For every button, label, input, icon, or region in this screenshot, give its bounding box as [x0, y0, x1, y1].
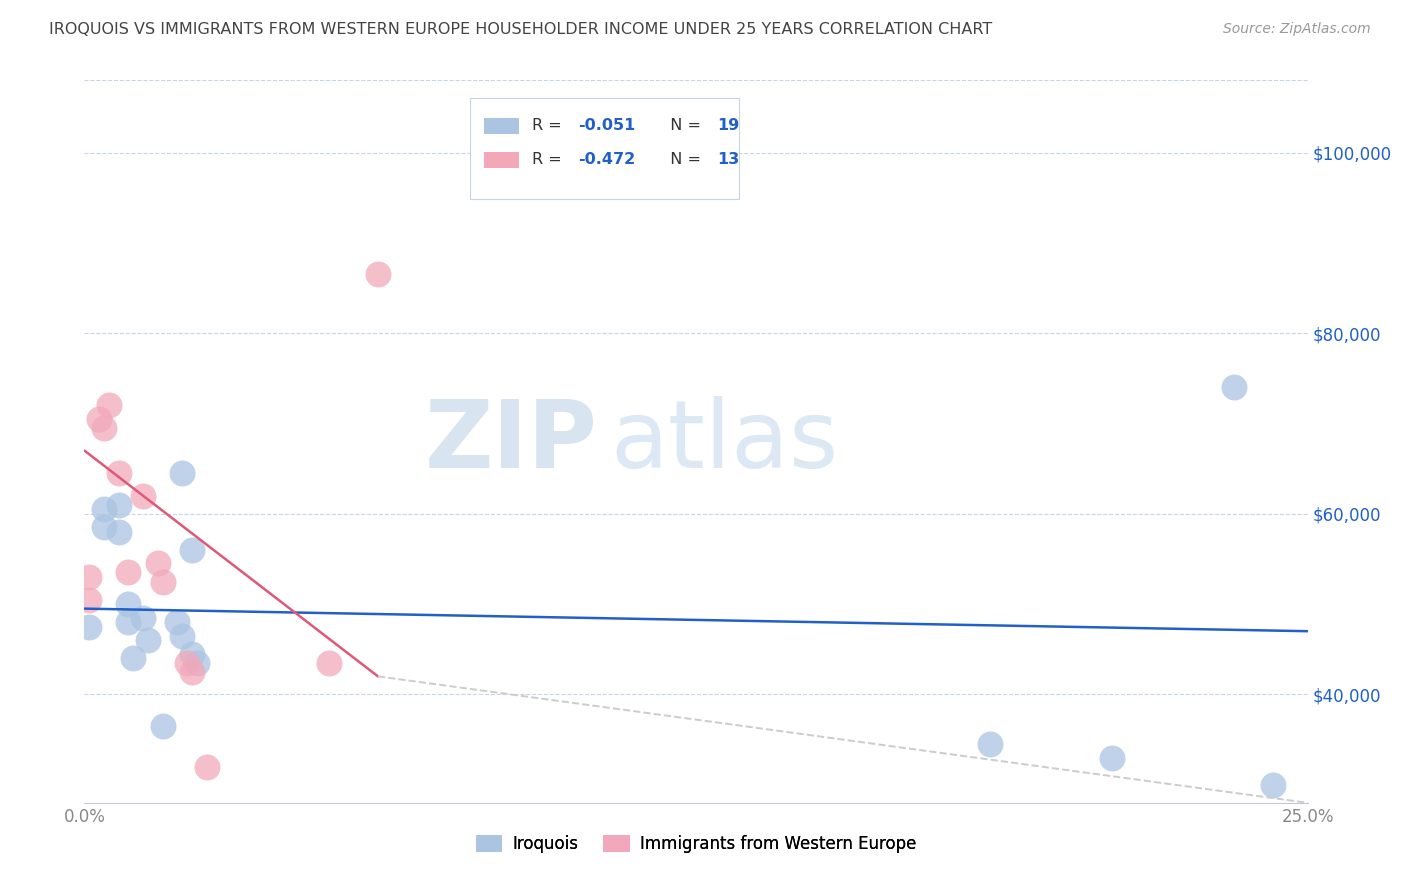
- Legend: Iroquois, Immigrants from Western Europe: Iroquois, Immigrants from Western Europe: [470, 828, 922, 860]
- Text: 13: 13: [717, 153, 740, 168]
- Text: R =: R =: [531, 153, 567, 168]
- Text: -0.051: -0.051: [578, 119, 636, 133]
- Point: [152, 574, 174, 589]
- Point: [979, 737, 1001, 751]
- Point: [93, 421, 115, 435]
- Text: ZIP: ZIP: [425, 395, 598, 488]
- Point: [172, 629, 194, 643]
- Point: [93, 520, 115, 534]
- Bar: [484, 152, 519, 168]
- Point: [107, 498, 129, 512]
- Point: [195, 760, 218, 774]
- Point: [1223, 380, 1246, 394]
- Point: [117, 566, 139, 580]
- Point: [107, 524, 129, 539]
- Point: [132, 489, 155, 503]
- Point: [77, 570, 100, 584]
- Point: [132, 610, 155, 624]
- Point: [367, 268, 389, 282]
- Point: [87, 412, 110, 426]
- Point: [117, 597, 139, 611]
- Point: [97, 398, 120, 412]
- Point: [117, 615, 139, 630]
- Text: R =: R =: [531, 119, 567, 133]
- Point: [186, 656, 208, 670]
- Point: [166, 615, 188, 630]
- Point: [77, 592, 100, 607]
- Text: -0.472: -0.472: [578, 153, 636, 168]
- Point: [181, 665, 204, 679]
- Point: [152, 719, 174, 733]
- Text: N =: N =: [659, 119, 706, 133]
- Point: [77, 620, 100, 634]
- Point: [1101, 750, 1123, 764]
- Text: atlas: atlas: [610, 395, 838, 488]
- Text: Source: ZipAtlas.com: Source: ZipAtlas.com: [1223, 22, 1371, 37]
- Point: [93, 502, 115, 516]
- Point: [146, 557, 169, 571]
- Text: N =: N =: [659, 153, 706, 168]
- Point: [172, 466, 194, 480]
- Point: [136, 633, 159, 648]
- Point: [181, 647, 204, 661]
- FancyBboxPatch shape: [470, 98, 738, 200]
- Point: [181, 542, 204, 557]
- Text: IROQUOIS VS IMMIGRANTS FROM WESTERN EUROPE HOUSEHOLDER INCOME UNDER 25 YEARS COR: IROQUOIS VS IMMIGRANTS FROM WESTERN EURO…: [49, 22, 993, 37]
- Point: [318, 656, 340, 670]
- Text: 19: 19: [717, 119, 740, 133]
- Point: [107, 466, 129, 480]
- Bar: [484, 118, 519, 134]
- Point: [1263, 778, 1285, 792]
- Point: [122, 651, 145, 665]
- Point: [176, 656, 198, 670]
